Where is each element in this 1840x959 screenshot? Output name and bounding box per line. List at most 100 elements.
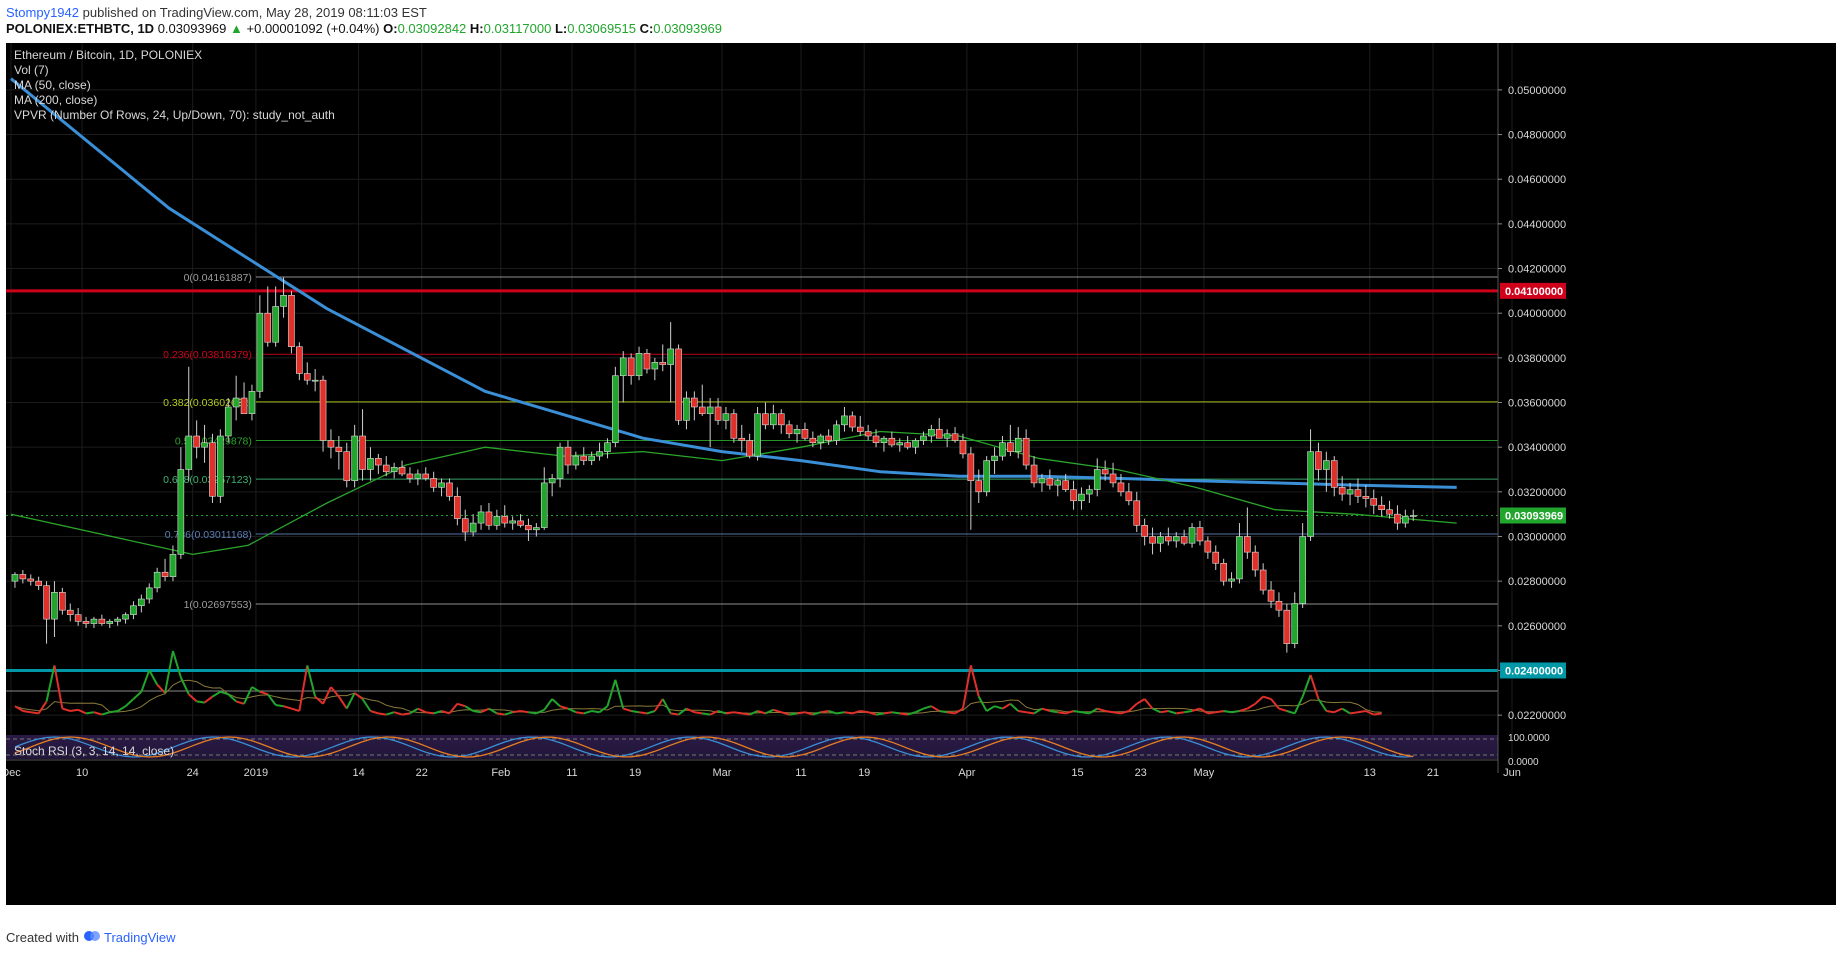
candle xyxy=(1070,480,1077,510)
volume-segment xyxy=(448,703,459,715)
volume-segment xyxy=(661,698,672,714)
volume-segment xyxy=(45,665,56,702)
candle-body xyxy=(888,437,896,446)
fib-label: 0.382(0.03602632) xyxy=(163,397,252,409)
candle-body xyxy=(1323,460,1330,470)
volume-segment xyxy=(298,665,309,712)
volume-segment xyxy=(812,711,822,716)
candle xyxy=(1291,592,1299,649)
candle xyxy=(991,447,998,474)
price-chart[interactable]: 0(0.04161887) 0.236(0.03816379) 0.382(0.03… xyxy=(1,43,1836,905)
candle xyxy=(533,523,540,537)
volume-segment xyxy=(1349,711,1359,715)
candle-body xyxy=(153,571,161,589)
candle-body xyxy=(548,478,556,484)
volume-segment xyxy=(393,711,403,716)
candle xyxy=(556,442,564,488)
candle xyxy=(66,603,74,622)
volume-segment xyxy=(883,711,893,715)
time-tick-label: Feb xyxy=(491,767,510,779)
candle xyxy=(1078,487,1085,510)
candle xyxy=(1172,532,1180,548)
candle xyxy=(659,344,667,372)
volume-segment xyxy=(1128,703,1138,712)
candle-body xyxy=(596,451,603,457)
candle-body xyxy=(809,437,817,444)
candle-body xyxy=(880,437,888,444)
candle xyxy=(201,424,208,463)
candle xyxy=(635,346,643,381)
candle xyxy=(928,424,935,443)
candle xyxy=(912,438,919,454)
candle-body xyxy=(485,511,493,526)
volume-segment xyxy=(196,700,205,704)
candle xyxy=(74,607,82,626)
volume-segment xyxy=(1191,707,1201,712)
candle xyxy=(106,619,114,629)
candle xyxy=(1323,451,1330,492)
candle-body xyxy=(572,455,580,466)
volume-segment xyxy=(1018,710,1027,714)
candle xyxy=(414,469,422,486)
candle-body xyxy=(517,520,524,526)
price-tick-label: 0.02800000 xyxy=(1508,576,1566,588)
moving-averages xyxy=(10,77,1457,556)
candle xyxy=(517,514,524,528)
tradingview-brand[interactable]: TradingView xyxy=(104,930,176,945)
candle xyxy=(935,418,943,439)
candle xyxy=(540,467,548,530)
candle xyxy=(280,277,287,318)
candle xyxy=(833,420,840,445)
candle-body xyxy=(1244,536,1251,553)
volume-indicator xyxy=(14,650,1382,716)
fib-label: 0(0.04161887) xyxy=(184,272,252,284)
volume-segment xyxy=(733,711,742,715)
volume-segment xyxy=(1168,710,1177,715)
volume-segment xyxy=(1239,707,1248,712)
candle xyxy=(248,384,256,421)
volume-segment xyxy=(480,707,490,714)
candle xyxy=(1228,572,1235,588)
candle-body xyxy=(912,440,919,448)
candle xyxy=(1046,469,1054,490)
volume-segment xyxy=(765,708,774,715)
volume-segment xyxy=(575,711,584,715)
candle xyxy=(1402,509,1409,528)
candle-body xyxy=(454,496,461,519)
time-tick-label: 10 xyxy=(76,767,88,779)
candle-body xyxy=(1054,480,1062,486)
candle-body xyxy=(643,353,651,370)
candle-body xyxy=(114,618,121,622)
volume-segment xyxy=(717,710,727,715)
candle-body xyxy=(1172,536,1180,542)
volume-segment xyxy=(370,710,379,715)
candle xyxy=(1409,509,1417,521)
volume-segment xyxy=(124,698,135,707)
volume-segment xyxy=(994,705,1003,710)
price-tick-label: 0.02600000 xyxy=(1508,621,1566,633)
volume-segment xyxy=(1160,710,1169,714)
ma200-line xyxy=(10,77,1457,489)
candle xyxy=(335,436,343,470)
candle xyxy=(730,409,738,443)
candle-body xyxy=(232,397,240,408)
fib-retracement: 0(0.04161887) 0.236(0.03816379) 0.382(0.03… xyxy=(6,272,1498,692)
price-axis: 0.05000000 0.04800000 0.04600000 0.04400000… xyxy=(1497,43,1566,773)
volume-segment xyxy=(140,669,151,693)
candle-body xyxy=(991,455,998,461)
candle xyxy=(1362,485,1370,508)
candle-body xyxy=(27,578,35,582)
volume-segment xyxy=(961,665,972,709)
candle xyxy=(1054,478,1062,497)
ohlc-line: POLONIEX:ETHBTC, 1D 0.03093969 ▲ +0.0000… xyxy=(6,21,722,36)
author-link[interactable]: Stompy1942 xyxy=(6,5,79,20)
candle-body xyxy=(74,614,82,622)
candle xyxy=(1299,523,1306,608)
candle-body xyxy=(509,520,516,524)
candle-body xyxy=(983,460,990,493)
candle xyxy=(1338,476,1346,501)
volume-segment xyxy=(37,700,48,714)
candle-body xyxy=(1030,464,1038,484)
candle-body xyxy=(446,482,453,497)
chart-area[interactable]: 0(0.04161887) 0.236(0.03816379) 0.382(0.03… xyxy=(1,43,1836,905)
